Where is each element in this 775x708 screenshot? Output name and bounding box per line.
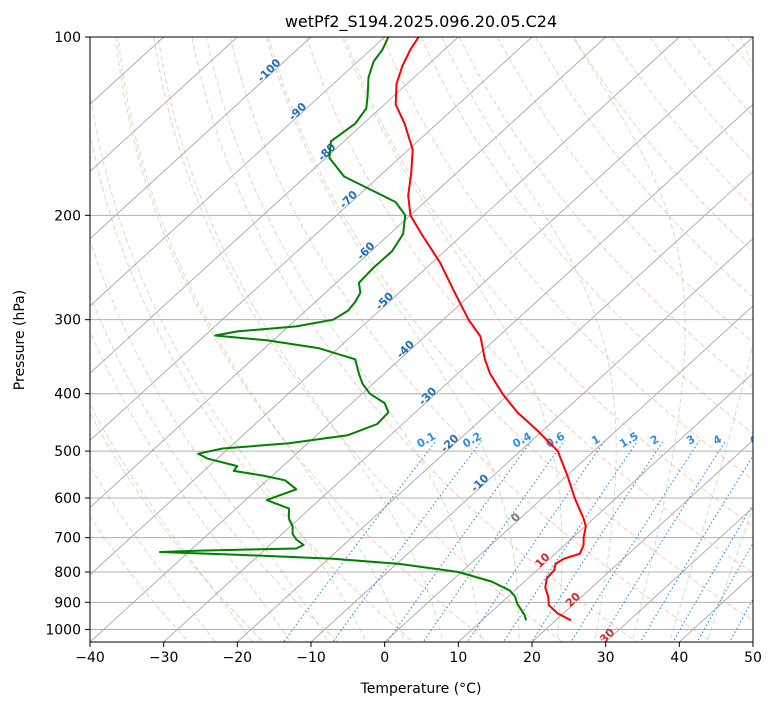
mixing-ratio-line [466,440,606,642]
isotherm-line [384,305,753,642]
y-tick-label: 800 [54,565,81,581]
isotherm-line [90,37,680,576]
dry-adiabat [115,37,489,642]
dewpoint-profile [159,37,528,621]
isotherm-line [605,506,753,642]
y-tick-label: 100 [54,30,81,46]
mixing-ratio-label: 6 [748,432,761,447]
isotherm-line [458,372,753,642]
moist-adiabat [706,506,753,642]
dry-adiabat [611,37,753,208]
x-tick-label: −30 [149,650,179,666]
moist-adiabat [117,37,405,642]
x-tick-label: −10 [296,650,326,666]
temperature-profile [394,37,587,622]
x-tick-label: −40 [75,650,105,666]
dry-adiabat [535,37,753,298]
isotherm-line [90,37,533,441]
mixing-ratio-line [639,454,753,642]
x-tick-label: 20 [523,650,541,666]
isotherm-line [90,37,753,642]
dry-adiabat [382,37,753,481]
moist-adiabat [157,37,444,642]
x-tick-label: 10 [449,650,467,666]
moist-adiabat [206,37,482,642]
y-tick-label: 700 [54,531,81,547]
mixing-ratio-line [696,542,753,642]
moist-adiabat [90,403,254,642]
mixing-ratio-line [332,440,483,642]
mixing-ratio-line [570,440,700,642]
x-tick-label: 40 [670,650,688,666]
moist-adiabat [572,37,686,642]
y-tick-label: 500 [54,444,81,460]
y-tick-label: 300 [54,313,81,329]
dry-adiabat [191,37,638,642]
y-tick-label: 1000 [45,622,81,638]
y-tick-label: 200 [54,208,81,224]
dry-adiabat [90,293,339,642]
moist-adiabat [342,37,563,642]
y-tick-label: 600 [54,491,81,507]
moist-adiabat [90,330,291,642]
dry-adiabat [649,37,753,163]
moist-adiabat [265,37,520,642]
axes: −40 −30 −20 −10 0 10 20 30 40 50 100 200 300 400 500 60… [45,30,762,666]
y-axis-title: Pressure (hPa) [12,290,28,390]
isotherm-line [531,439,753,642]
dry-adiabat [229,37,713,642]
dry-adiabat [496,37,753,344]
isotherm-line [90,37,385,307]
isotherm-line [90,37,459,374]
x-tick-label: −20 [223,650,253,666]
moist-adiabat [669,37,753,642]
y-tick-label: 900 [54,595,81,611]
isotherm-line [163,103,753,642]
x-tick-label: 0 [380,650,389,666]
isotherm-line [237,170,753,642]
x-axis-title: Temperature (°C) [360,681,482,697]
mixing-ratio-line [729,597,753,642]
moist-adiabat [90,465,216,642]
dry-adiabat [306,37,753,574]
dry-adiabat [153,37,564,642]
isotherm-line [90,37,312,240]
plot-frame [89,36,754,643]
moist-adiabat [90,238,329,642]
dry-adiabat [268,37,753,622]
background-lines [90,37,753,642]
mixing-ratio-line [530,440,665,642]
profile-lines [159,37,587,622]
mixing-ratio-line [282,440,437,642]
isotherm-line [90,37,238,173]
dry-adiabat [90,131,414,642]
chart-title: wetPf2_S194.2025.096.20.05.C24 [285,12,557,32]
y-tick-label: 400 [54,387,81,403]
x-tick-label: 50 [744,650,762,666]
dry-adiabat [420,37,753,435]
plot-area: 0.10.20.40.611.52346810131620253036-100-… [90,37,761,642]
x-tick-label: 30 [597,650,615,666]
isotherm-line [90,37,606,509]
moist-adiabat [441,37,617,642]
mixing-ratio-line [672,503,753,642]
